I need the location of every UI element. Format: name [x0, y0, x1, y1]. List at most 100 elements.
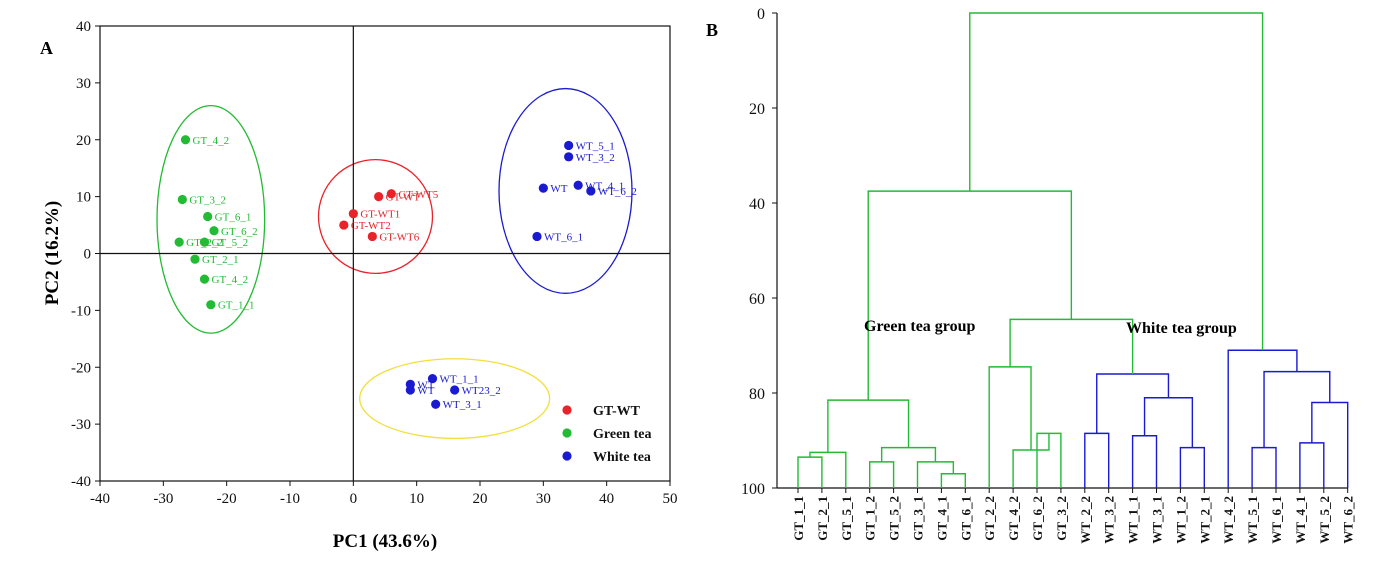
dendrogram-link: [1096, 373, 1170, 434]
panel-b-label: B: [706, 20, 718, 40]
data-point: [573, 180, 583, 190]
legend-entry: Green tea: [593, 427, 651, 442]
dendrogram-link: [1179, 446, 1205, 488]
point-label: WT_1_1: [440, 374, 479, 386]
x-tick-label: 20: [473, 491, 488, 507]
data-point: [199, 274, 210, 284]
data-point: [180, 135, 191, 145]
dendrogram-link: [797, 456, 823, 488]
legend-marker: [562, 405, 572, 415]
y-tick-label: 30: [76, 76, 91, 92]
point-label: GT-WT: [386, 192, 421, 204]
point-label: GT_2_1: [202, 254, 239, 266]
point-label: WT_3_1: [443, 399, 482, 411]
dendrogram-links: [797, 12, 1349, 488]
data-point: [374, 192, 384, 202]
y-axis-ticks: 40 30 20 10 0 -10 -20 -30 -40: [71, 19, 100, 490]
leaf-label: WT_3_2: [1102, 496, 1117, 544]
leaf-label: WT_6_1: [1269, 496, 1284, 544]
dendrogram-link: [867, 190, 1073, 401]
point-label: GT_6_2: [221, 226, 258, 238]
x-tick-label: 0: [350, 491, 358, 507]
leaf-label: GT_3_2: [1054, 496, 1069, 541]
data-point: [427, 374, 438, 384]
point-label: GT_6_1: [215, 212, 252, 224]
point-label: GT-WT6: [379, 231, 419, 243]
dendrogram-link: [1131, 435, 1158, 488]
data-point: [209, 226, 219, 236]
dendrogram-link: [988, 366, 1032, 488]
dendrogram-link: [1311, 401, 1349, 488]
dendrogram-link: [1009, 318, 1134, 374]
point-label: WT: [550, 183, 567, 195]
green-tea-group-label: Green tea group: [864, 318, 976, 335]
legend-entry: White tea: [593, 450, 651, 465]
dendrogram-link: [1143, 397, 1194, 448]
data-point: [348, 209, 358, 219]
point-label: GT-WT5: [398, 189, 438, 201]
leaf-label: WT_3_1: [1150, 496, 1165, 544]
x-tick-label: 30: [536, 491, 551, 507]
point-label: WT_6_1: [544, 231, 583, 243]
dendrogram-link: [1251, 446, 1277, 488]
y-axis-label: PC2 (16.2%): [42, 201, 63, 305]
point-label: GT-WT1: [360, 209, 400, 221]
data-point: [386, 189, 396, 199]
leaf-label: WT_4_2: [1221, 496, 1236, 544]
point-label: GT-WT2: [351, 220, 391, 232]
dendrogram-link: [916, 461, 955, 488]
leaf-label: WT_6_2: [1341, 496, 1356, 544]
y-tick-label: 0: [757, 6, 765, 23]
x-axis-label: PC1 (43.6%): [333, 531, 437, 552]
leaf-label: GT_1_1: [791, 496, 806, 541]
x-tick-label: -20: [217, 491, 237, 507]
y-tick-label: 100: [741, 481, 765, 498]
dendrogram-link: [1227, 349, 1298, 488]
dendrogram-link: [1263, 370, 1331, 448]
panel-a-label: A: [40, 38, 53, 58]
dendrogram-link: [880, 446, 937, 462]
y-tick-label: -10: [71, 303, 91, 319]
leaf-label: WT_2_1: [1197, 496, 1212, 544]
pca-points: GT_4_2 GT_3_2 GT_6_1 GT_6_2GT_5_2GT_2_2 GT_2…: [174, 135, 637, 411]
leaf-label: GT_5_2: [887, 496, 902, 541]
pca-ellipses: [156, 87, 633, 439]
leaf-label: GT_2_1: [815, 496, 830, 541]
group-ellipse: [359, 358, 551, 439]
group-ellipse: [317, 159, 434, 275]
data-point: [564, 152, 574, 162]
dendrogram-link: [827, 399, 910, 453]
y-tick-label: 80: [749, 386, 765, 403]
point-label: WT_3_2: [576, 152, 615, 164]
y-tick-label: 60: [749, 291, 765, 308]
dendrogram-link: [869, 461, 895, 488]
data-point: [405, 385, 415, 395]
x-tick-label: -40: [90, 491, 110, 507]
data-point: [174, 237, 184, 247]
y-tick-label: -40: [71, 474, 91, 490]
data-point: [203, 211, 213, 222]
leaf-label: WT_5_1: [1245, 496, 1260, 544]
y-tick-label: 40: [749, 196, 765, 213]
leaf-label: WT_4_1: [1293, 496, 1308, 544]
legend: GT-WT Green tea White tea: [562, 404, 651, 465]
group-ellipse: [156, 104, 266, 334]
leaf-label: WT_1_2: [1173, 496, 1188, 544]
point-label: WT23_2: [462, 385, 501, 397]
data-point: [532, 231, 542, 242]
x-tick-label: 40: [599, 491, 614, 507]
point-label: WT_5_1: [576, 140, 615, 152]
point-label: GT_4_2: [212, 274, 249, 286]
point-label: GT_3_2: [189, 194, 226, 206]
point-label: GT_4_2: [193, 135, 230, 147]
dendrogram-link: [1084, 432, 1110, 488]
legend-marker: [562, 451, 572, 461]
point-label: GT_2_2: [186, 237, 223, 249]
data-point: [199, 237, 210, 247]
y-tick-label: 20: [76, 133, 91, 149]
y-tick-label: -20: [71, 360, 91, 376]
data-point: [450, 385, 460, 395]
leaf-label: GT_3_1: [911, 496, 926, 541]
legend-entry: GT-WT: [593, 404, 641, 419]
